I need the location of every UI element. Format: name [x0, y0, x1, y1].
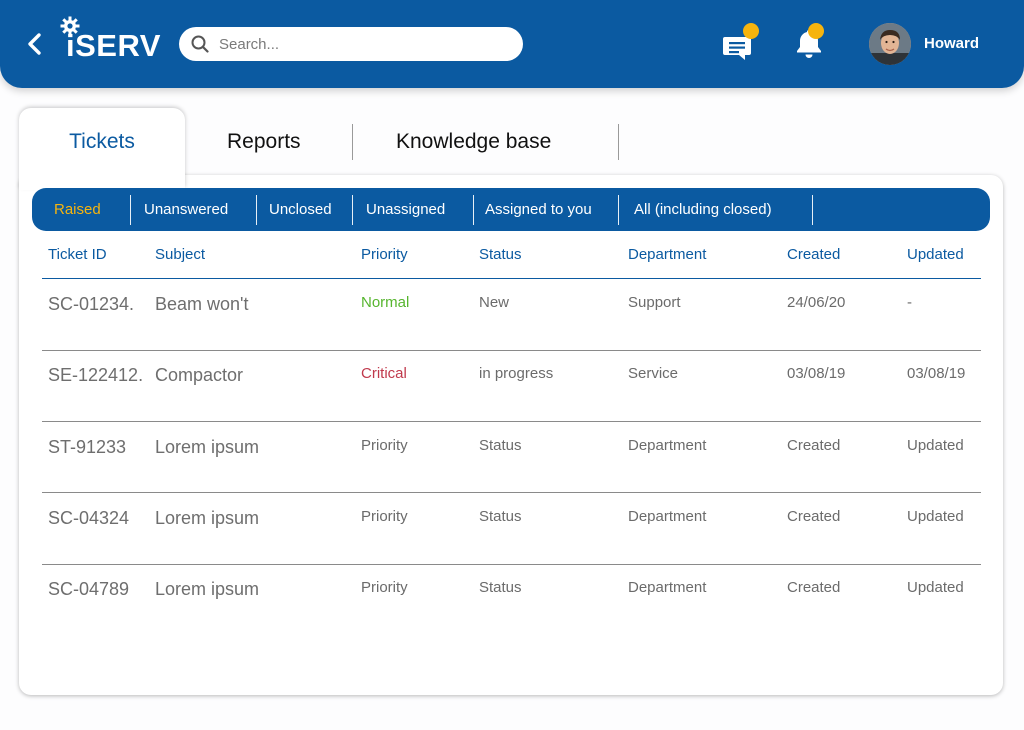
column-header-department[interactable]: Department: [628, 246, 707, 263]
created-cell: Created: [787, 508, 841, 525]
table-row[interactable]: [42, 565, 981, 635]
department-cell: Department: [628, 508, 707, 525]
updated-cell: Updated: [907, 437, 964, 454]
gear-icon: [60, 16, 80, 36]
filter-divider: [812, 195, 813, 225]
column-header-updated[interactable]: Updated: [907, 246, 964, 263]
updated-cell: Updated: [907, 579, 964, 596]
filter-raised[interactable]: Raised: [54, 201, 101, 218]
messages-button[interactable]: [722, 23, 759, 62]
search-bar[interactable]: [179, 27, 523, 61]
table-row[interactable]: [42, 280, 981, 350]
status-cell: Status: [479, 508, 522, 525]
filter-divider: [473, 195, 474, 225]
updated-cell: 03/08/19: [907, 365, 966, 382]
filter-unanswered[interactable]: Unanswered: [144, 201, 229, 218]
column-header-status[interactable]: Status: [479, 246, 522, 263]
ticket-id-cell: SC-04789: [48, 579, 130, 599]
department-cell: Department: [628, 437, 707, 454]
department-cell: Service: [628, 365, 679, 382]
filter-all-including-closed[interactable]: All (including closed): [634, 201, 772, 218]
column-header-ticket-id[interactable]: Ticket ID: [48, 246, 107, 263]
row-divider: [42, 350, 981, 351]
subject-cell: Lorem ipsum: [155, 437, 260, 457]
filter-divider: [618, 195, 619, 225]
subject-cell: Lorem ipsum: [155, 508, 260, 528]
tab-divider: [352, 124, 353, 160]
tab-tickets[interactable]: Tickets: [69, 130, 135, 153]
top-header: iSERV H: [0, 0, 1024, 88]
tickets-panel: [19, 175, 1003, 695]
subject-cell: Compactor: [155, 365, 244, 385]
status-cell: in progress: [479, 365, 554, 382]
user-photo: [869, 23, 911, 65]
tab-knowledge-base[interactable]: Knowledge base: [396, 130, 552, 153]
row-divider: [42, 492, 981, 493]
status-cell: New: [479, 294, 510, 311]
column-header-created[interactable]: Created: [787, 246, 841, 263]
row-divider: [42, 564, 981, 565]
search-input[interactable]: [219, 33, 509, 55]
updated-cell: -: [907, 294, 912, 311]
filter-divider: [130, 195, 131, 225]
created-cell: 03/08/19: [787, 365, 846, 382]
back-button[interactable]: [24, 30, 46, 58]
priority-cell: Priority: [361, 508, 408, 525]
subject-cell: Lorem ipsum: [155, 579, 260, 599]
created-cell: Created: [787, 437, 841, 454]
avatar[interactable]: [869, 23, 911, 65]
ticket-id-cell: SC-01234.: [48, 294, 135, 314]
status-cell: Status: [479, 437, 522, 454]
tab-tickets-join: [19, 170, 185, 190]
table-row[interactable]: [42, 351, 981, 421]
notifications-button[interactable]: [792, 23, 826, 60]
filter-unclosed[interactable]: Unclosed: [269, 201, 332, 218]
department-cell: Support: [628, 294, 681, 311]
tab-reports[interactable]: Reports: [227, 130, 301, 153]
priority-cell: Priority: [361, 437, 408, 454]
department-cell: Department: [628, 579, 707, 596]
user-name[interactable]: Howard: [924, 35, 980, 52]
chat-notification-dot: [743, 23, 759, 39]
back-chevron-icon: [28, 33, 41, 55]
logo-text: iSERV: [66, 28, 161, 63]
filter-divider: [352, 195, 353, 225]
priority-cell: Normal: [361, 294, 410, 311]
filter-divider: [256, 195, 257, 225]
ticket-id-cell: SE-122412.: [48, 365, 144, 385]
ticket-filter-bar: Raised Unanswered Unclosed Unassigned As…: [32, 188, 990, 231]
filter-assigned-to-you[interactable]: Assigned to you: [485, 201, 592, 218]
priority-cell: Priority: [361, 579, 408, 596]
subject-cell: Beam won't: [155, 294, 249, 314]
chat-icon: [723, 37, 751, 60]
bell-notification-dot: [808, 23, 824, 39]
column-header-priority[interactable]: Priority: [361, 246, 408, 263]
ticket-id-cell: ST-91233: [48, 437, 127, 457]
created-cell: Created: [787, 579, 841, 596]
search-icon: [191, 35, 209, 53]
column-header-subject[interactable]: Subject: [155, 246, 206, 263]
row-divider: [42, 421, 981, 422]
updated-cell: Updated: [907, 508, 964, 525]
table-header-divider: [42, 278, 981, 279]
app-logo[interactable]: iSERV: [60, 16, 172, 63]
priority-cell: Critical: [361, 365, 407, 382]
ticket-id-cell: SC-04324: [48, 508, 130, 528]
filter-unassigned[interactable]: Unassigned: [366, 201, 446, 218]
tab-divider: [618, 124, 619, 160]
created-cell: 24/06/20: [787, 294, 846, 311]
status-cell: Status: [479, 579, 522, 596]
